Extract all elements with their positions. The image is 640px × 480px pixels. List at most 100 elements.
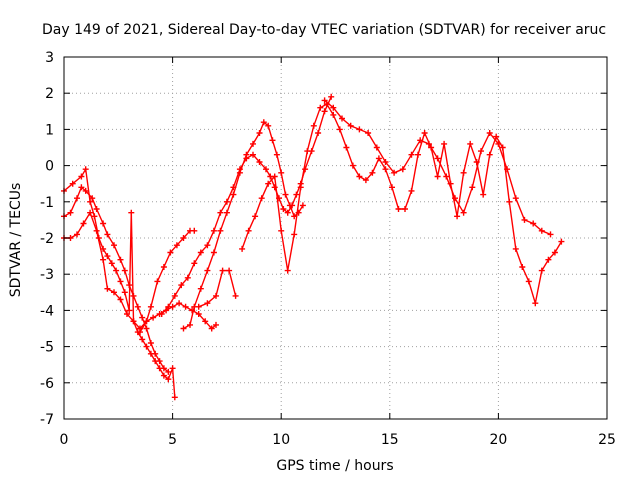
data-point: [180, 325, 187, 332]
data-point: [167, 249, 174, 256]
data-point: [74, 231, 80, 238]
data-point: [210, 249, 217, 256]
data-point: [202, 318, 209, 325]
y-axis-label: SDTVAR / TECUs: [8, 183, 24, 298]
data-point: [111, 242, 117, 249]
data-point: [441, 140, 448, 147]
data-point: [152, 350, 159, 357]
y-tick-label: -1: [40, 195, 54, 211]
data-point: [321, 108, 328, 115]
data-point: [460, 169, 467, 176]
data-point: [273, 151, 280, 158]
data-point: [139, 314, 146, 321]
data-point: [530, 220, 537, 227]
series-line: [198, 269, 237, 308]
data-point: [226, 267, 233, 274]
y-tick-label: -6: [40, 376, 54, 392]
y-tick-label: 1: [45, 122, 54, 138]
data-point: [91, 213, 98, 220]
data-point: [93, 227, 100, 234]
data-point: [317, 104, 324, 111]
data-point: [499, 144, 506, 151]
data-point: [217, 209, 224, 216]
data-point: [256, 159, 263, 165]
data-point: [210, 227, 217, 234]
data-point: [263, 166, 269, 173]
data-point: [197, 285, 204, 292]
data-point: [143, 325, 150, 332]
data-point: [126, 307, 133, 314]
data-point: [204, 300, 211, 307]
series-line: [241, 103, 563, 304]
data-point: [486, 151, 493, 158]
data-point: [69, 180, 76, 187]
data-point: [443, 173, 450, 180]
x-tick-label: 25: [598, 432, 616, 448]
data-point: [121, 289, 128, 296]
data-point: [304, 148, 311, 155]
data-point: [195, 311, 202, 317]
data-point: [217, 227, 224, 234]
data-point: [230, 191, 237, 198]
series-pass-g: [195, 267, 239, 310]
data-point: [223, 198, 230, 205]
x-tick-label: 5: [168, 432, 177, 448]
data-point: [250, 140, 256, 147]
y-tick-label: -4: [40, 303, 54, 319]
x-tick-label: 15: [381, 432, 399, 448]
data-point: [74, 195, 80, 202]
data-point: [399, 166, 406, 173]
data-point: [421, 130, 428, 136]
data-point: [469, 184, 476, 191]
data-point: [67, 209, 74, 216]
data-point: [111, 289, 117, 296]
data-point: [178, 282, 185, 289]
data-point: [521, 216, 528, 223]
data-point: [478, 148, 484, 155]
data-point: [245, 227, 252, 234]
data-point: [165, 376, 172, 383]
data-point: [402, 206, 408, 212]
data-point: [213, 292, 219, 299]
data-point: [154, 278, 161, 285]
data-point: [147, 303, 154, 310]
data-point: [147, 340, 154, 346]
data-point: [382, 166, 389, 173]
data-point: [104, 285, 111, 292]
data-point: [80, 220, 87, 227]
data-point: [89, 195, 96, 202]
data-point: [512, 245, 519, 252]
data-point: [180, 235, 187, 241]
data-point: [171, 292, 178, 299]
data-point: [330, 104, 337, 111]
data-point: [395, 206, 402, 212]
data-point: [213, 321, 219, 328]
data-point: [160, 264, 167, 270]
data-point: [525, 278, 532, 285]
data-point: [104, 253, 111, 260]
data-point: [347, 122, 354, 129]
data-point: [291, 231, 298, 238]
data-point: [434, 155, 441, 162]
data-point: [173, 242, 180, 249]
data-point: [339, 115, 345, 122]
data-point: [373, 144, 380, 151]
data-point: [299, 202, 306, 209]
data-point: [284, 209, 291, 216]
data-point: [336, 126, 343, 133]
data-point: [78, 184, 85, 191]
data-point: [495, 140, 502, 147]
data-point: [197, 249, 204, 256]
data-point: [252, 213, 259, 220]
data-point: [256, 130, 263, 136]
data-point: [134, 303, 141, 310]
data-point: [182, 303, 189, 310]
series-line: [324, 99, 551, 236]
data-point: [425, 140, 432, 147]
data-point: [223, 209, 230, 216]
data-point: [349, 162, 356, 169]
data-point: [415, 151, 421, 158]
y-tick-label: -5: [40, 340, 54, 356]
data-point: [128, 209, 135, 216]
